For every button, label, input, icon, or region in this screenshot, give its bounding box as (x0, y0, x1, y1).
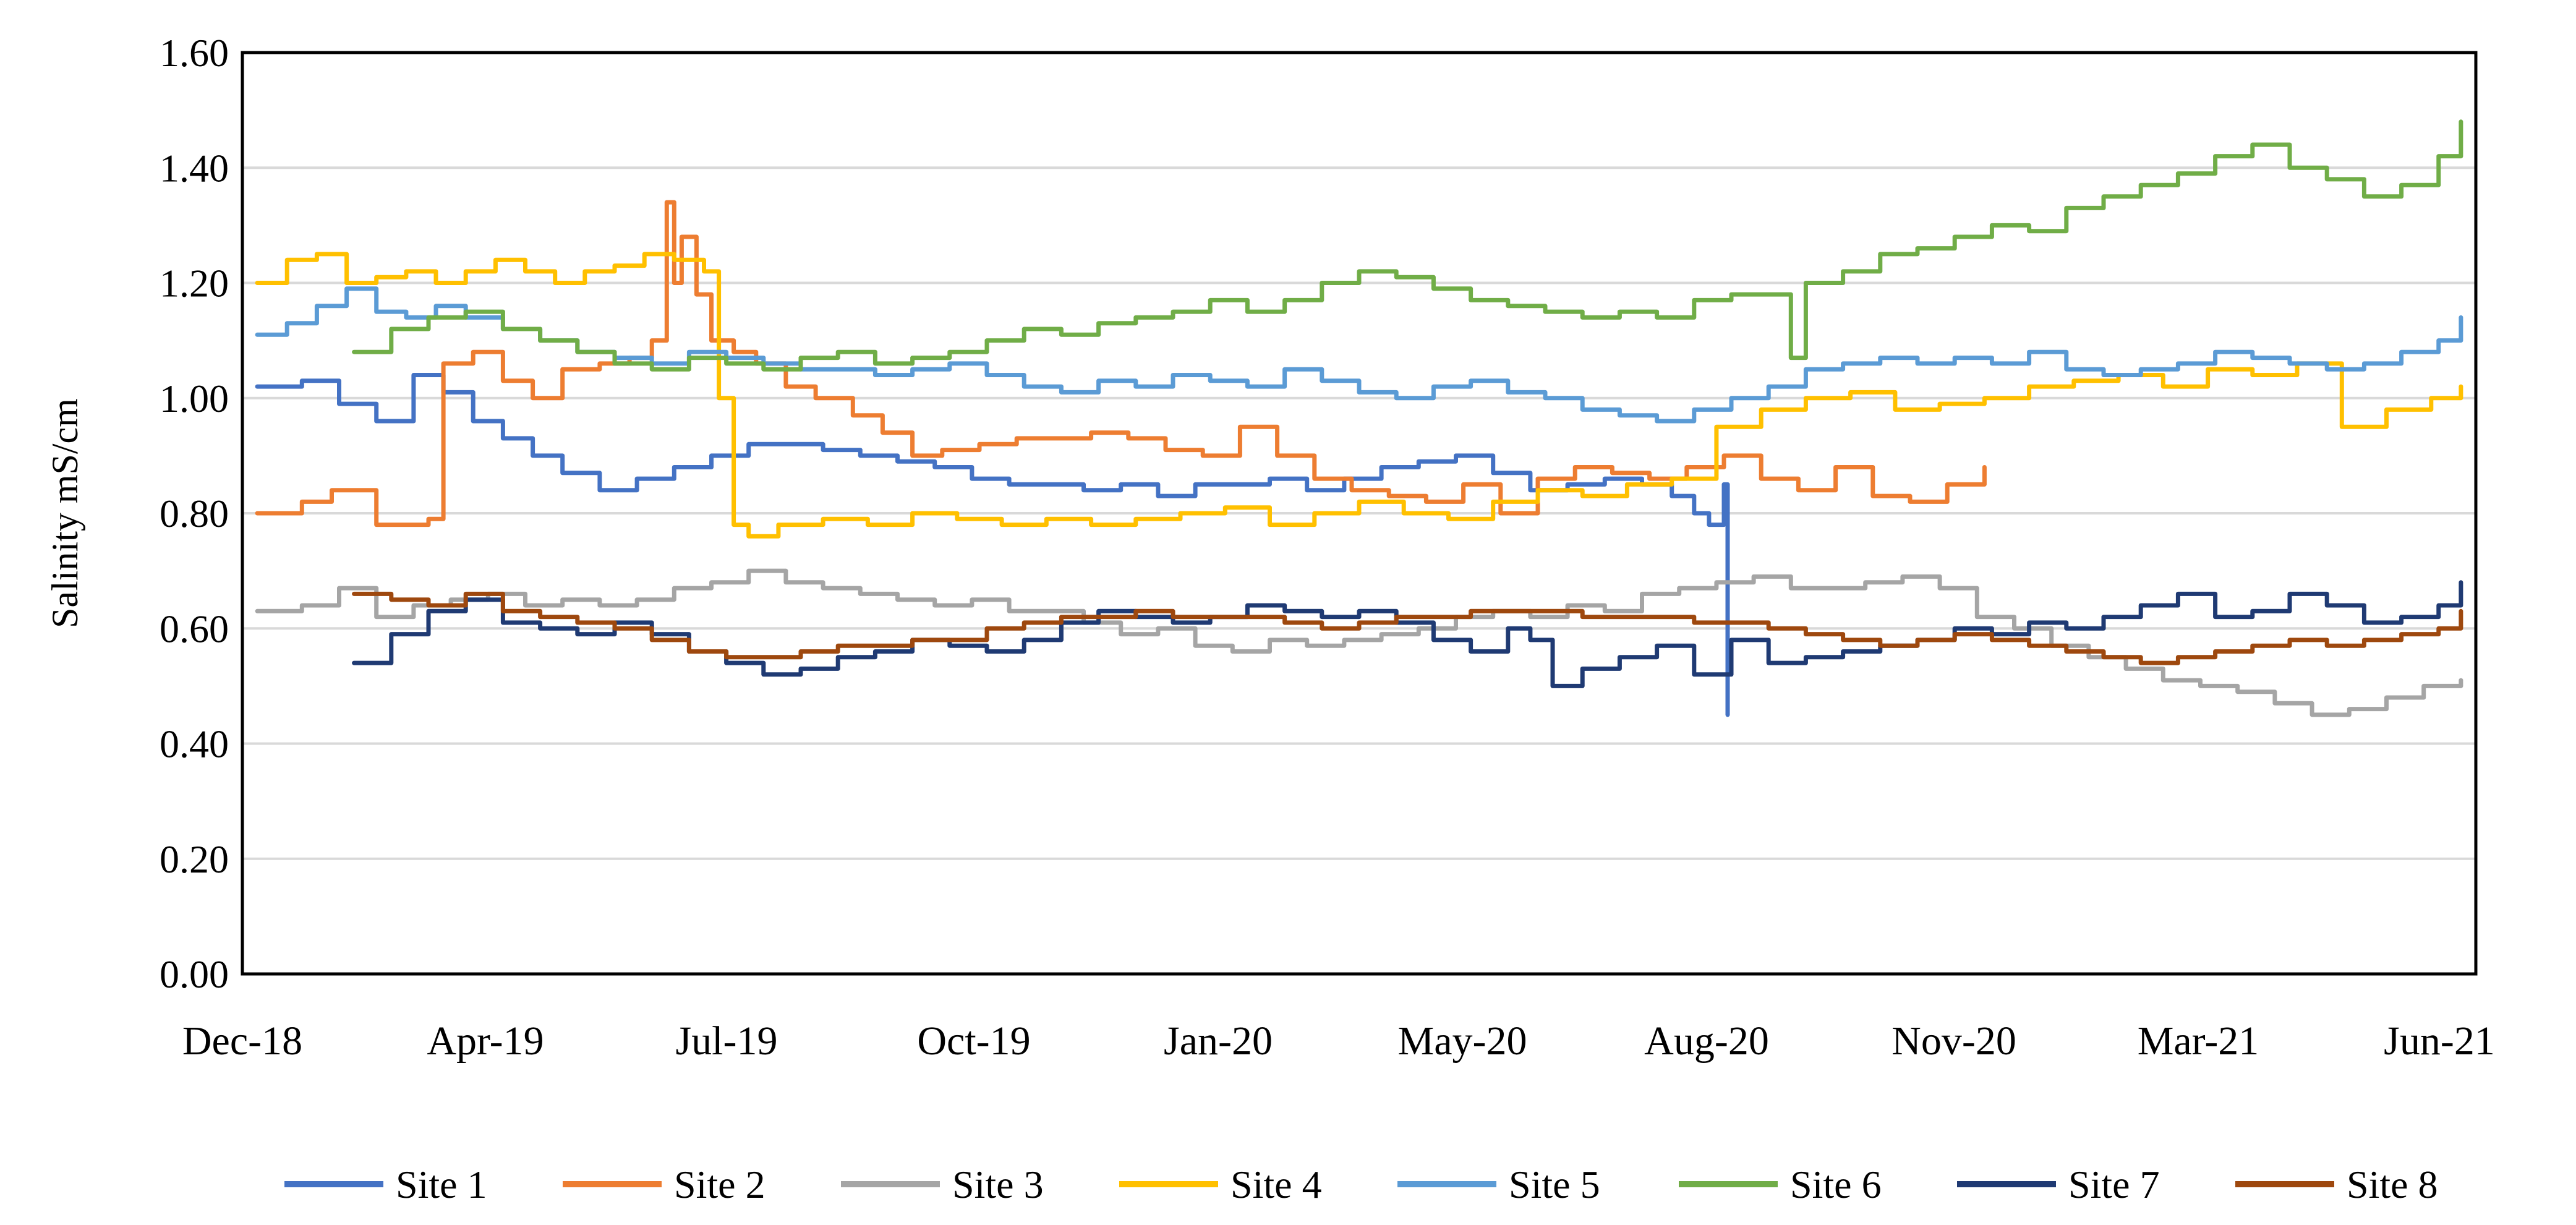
legend: Site 1 Site 2 Site 3 Site 4 Site 5 Site 6 Site… (284, 1163, 2438, 1206)
legend-label: Site 2 (674, 1163, 766, 1206)
x-tick-label: Apr-19 (427, 1018, 544, 1064)
legend-label: Site 5 (1509, 1163, 1600, 1206)
y-tick-label: 1.40 (160, 146, 229, 190)
series-line-site-8 (352, 591, 2463, 665)
y-tick-label: 0.20 (160, 837, 229, 881)
x-tick-label: Nov-20 (1891, 1018, 2016, 1064)
legend-label: Site 1 (396, 1163, 487, 1206)
y-tick-label: 1.20 (160, 262, 229, 305)
legend-label: Site 6 (1790, 1163, 1882, 1206)
x-tick-label: Jun-21 (2384, 1018, 2495, 1064)
y-tick-label: 0.80 (160, 492, 229, 536)
series-layer (255, 119, 2463, 717)
x-tick-label: May-20 (1398, 1018, 1527, 1064)
y-axis-title: Salinity mS/cm (45, 398, 85, 628)
y-tick-label: 1.00 (160, 377, 229, 420)
y-tick-label: 1.60 (160, 31, 229, 75)
series-line-site-4 (255, 252, 2463, 539)
x-tick-label: Oct-19 (917, 1018, 1030, 1064)
x-tick-label: Dec-18 (182, 1018, 302, 1064)
x-tick-label: Jan-20 (1164, 1018, 1273, 1064)
legend-label: Site 7 (2068, 1163, 2160, 1206)
y-tick-label: 0.40 (160, 722, 229, 766)
y-tick-label: 0.60 (160, 607, 229, 651)
x-tick-label: Aug-20 (1644, 1018, 1769, 1064)
plot-area-border (241, 51, 2478, 976)
x-tick-label: Mar-21 (2138, 1018, 2259, 1064)
series-line-site-1 (255, 373, 1730, 717)
x-tick-label: Jul-19 (676, 1018, 778, 1064)
legend-label: Site 4 (1230, 1163, 1322, 1206)
y-tick-label: 0.00 (160, 952, 229, 996)
x-axis-ticks: Dec-18 Apr-19 Jul-19 Oct-19 Jan-20 May-20 Aug-… (182, 1018, 2495, 1064)
series-line-site-6 (352, 119, 2463, 372)
y-axis-ticks: 0.00 0.20 0.40 0.60 0.80 1.00 1.20 1.40 1.60 (160, 31, 229, 996)
legend-label: Site 8 (2347, 1163, 2438, 1206)
legend-label: Site 3 (952, 1163, 1044, 1206)
series-line-site-2 (255, 200, 1987, 527)
